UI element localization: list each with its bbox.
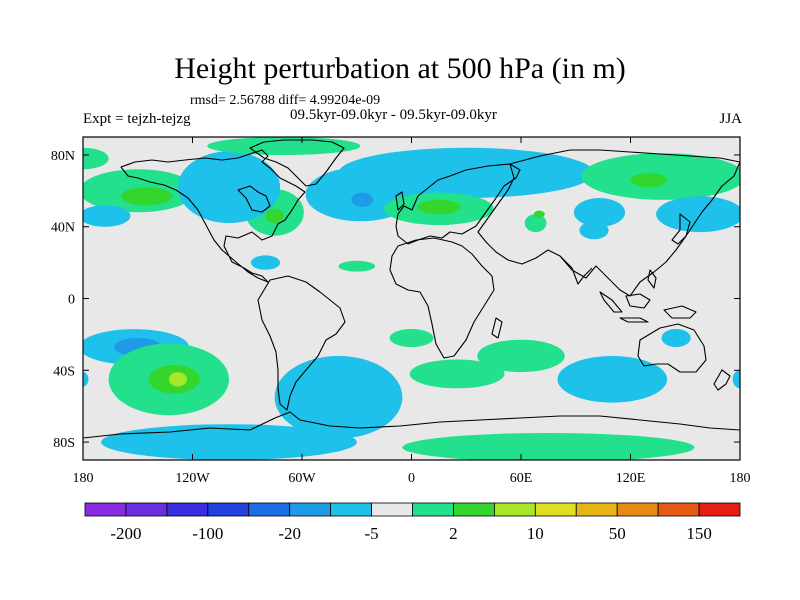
- anomaly-region-6: [265, 208, 284, 224]
- coastline-asia: [477, 149, 740, 297]
- axis-layer: 180 120W 60W 0 60E 120E 180 80N 40N 0 40S 80S: [51, 137, 751, 486]
- coastline-europe: [395, 163, 521, 245]
- colorbar-box-8: [371, 502, 413, 517]
- period-label: 09.5kyr-09.0kyr - 09.5kyr-09.0kyr: [290, 107, 497, 123]
- coastline-africa: [389, 237, 495, 359]
- anomaly-region-28: [168, 372, 187, 387]
- coastline-layer: [83, 139, 740, 439]
- anomaly-region-20: [250, 255, 281, 270]
- x-tick-label-4: 0: [408, 471, 415, 486]
- chart-title: Height perturbation at 500 hPa (in m): [174, 52, 626, 85]
- anomaly-region-19: [524, 214, 547, 233]
- anomaly-region-13: [417, 199, 461, 215]
- anomaly-region-33: [557, 356, 668, 403]
- colorbar-box-6: [289, 502, 332, 517]
- colorbar-label-4: -5: [365, 524, 379, 543]
- colorbar-box-7: [330, 502, 372, 517]
- anomaly-region-7: [177, 151, 281, 224]
- anomaly-region-29: [274, 355, 403, 439]
- anomaly-region-36: [83, 372, 89, 387]
- season-label: JJA: [719, 111, 742, 127]
- anomaly-region-32: [409, 359, 505, 389]
- y-tick-label-3: 0: [68, 293, 75, 308]
- colorbar-box-3: [166, 502, 209, 517]
- coastline-south-america: [257, 275, 346, 411]
- coastline-borneo: [625, 293, 651, 309]
- x-tick-label-3: 60W: [288, 471, 316, 486]
- coastline-uk: [395, 191, 405, 211]
- coastline-philippines: [647, 269, 657, 289]
- anomaly-region-34: [402, 433, 695, 460]
- colorbar: -200 -100 -20 -5 2 10 50 150: [84, 502, 741, 543]
- x-tick-label-1: 180: [73, 471, 94, 486]
- experiment-label: Expt = tejzh-tejzg: [83, 111, 191, 127]
- colorbar-box-4: [207, 502, 250, 517]
- x-tick-label-6: 120E: [616, 471, 646, 486]
- y-tick-label-5: 80S: [53, 436, 75, 451]
- coastline-sumatra: [599, 291, 623, 313]
- colorbar-label-2: -100: [192, 524, 223, 543]
- colorbar-box-10: [453, 502, 495, 517]
- colorbar-label-7: 50: [609, 524, 626, 543]
- colorbar-box-11: [493, 502, 536, 517]
- colorbar-box-15: [657, 502, 700, 517]
- anomaly-region-4: [83, 205, 131, 227]
- anomaly-region-37: [533, 210, 545, 218]
- anomaly-region-23: [661, 329, 691, 347]
- colorbar-label-5: 2: [449, 524, 458, 543]
- colorbar-box-2: [125, 502, 168, 517]
- colorbar-label-3: -20: [278, 524, 301, 543]
- anomaly-region-17: [573, 198, 626, 227]
- anomaly-region-16: [656, 196, 740, 233]
- y-tick-label-1: 80N: [51, 149, 75, 164]
- colorbar-box-13: [575, 502, 618, 517]
- colorbar-box-5: [248, 502, 291, 517]
- colorbar-label-6: 10: [527, 524, 544, 543]
- coastline-australia: [637, 323, 707, 373]
- x-tick-label-7: 180: [730, 471, 751, 486]
- anomaly-region-31: [477, 339, 565, 373]
- y-tick-label-2: 40N: [51, 221, 75, 236]
- colorbar-box-9: [412, 502, 454, 517]
- coastline-antarctica: [83, 411, 740, 439]
- colorbar-label-1: -200: [110, 524, 141, 543]
- coastline-greenland: [249, 139, 345, 187]
- anomaly-region-22: [389, 329, 434, 347]
- anomaly-region-10: [351, 192, 374, 207]
- coastline-new-zealand: [713, 369, 731, 391]
- anomaly-region-3: [83, 147, 109, 170]
- stats-text: rmsd= 2.56788 diff= 4.99204e-09: [190, 93, 381, 108]
- colorbar-box-14: [616, 502, 659, 517]
- anomaly-region-2: [121, 187, 173, 206]
- coastline-hudson-bay: [237, 185, 271, 213]
- colorbar-label-8: 150: [686, 524, 712, 543]
- coastline-india: [559, 255, 593, 285]
- anomaly-region-30: [101, 424, 357, 460]
- x-tick-label-2: 120W: [175, 471, 210, 486]
- colorbar-box-12: [534, 502, 577, 517]
- anomaly-region-35: [732, 370, 740, 389]
- colorbar-box-1: [84, 502, 127, 517]
- coastline-japan: [671, 213, 691, 245]
- anomaly-region-11: [338, 147, 595, 198]
- coastline-madagascar: [491, 317, 503, 339]
- coastline-north-america: [120, 149, 306, 283]
- anomaly-region-21: [338, 260, 376, 272]
- anomaly-layer: [83, 137, 740, 460]
- colorbar-box-16: [698, 502, 741, 517]
- coastline-new-guinea: [663, 305, 697, 319]
- anomaly-region-15: [630, 172, 668, 188]
- y-tick-label-4: 40S: [53, 364, 75, 379]
- anomaly-region-18: [579, 221, 609, 240]
- x-tick-label-5: 60E: [510, 471, 533, 486]
- coastline-java: [619, 317, 649, 323]
